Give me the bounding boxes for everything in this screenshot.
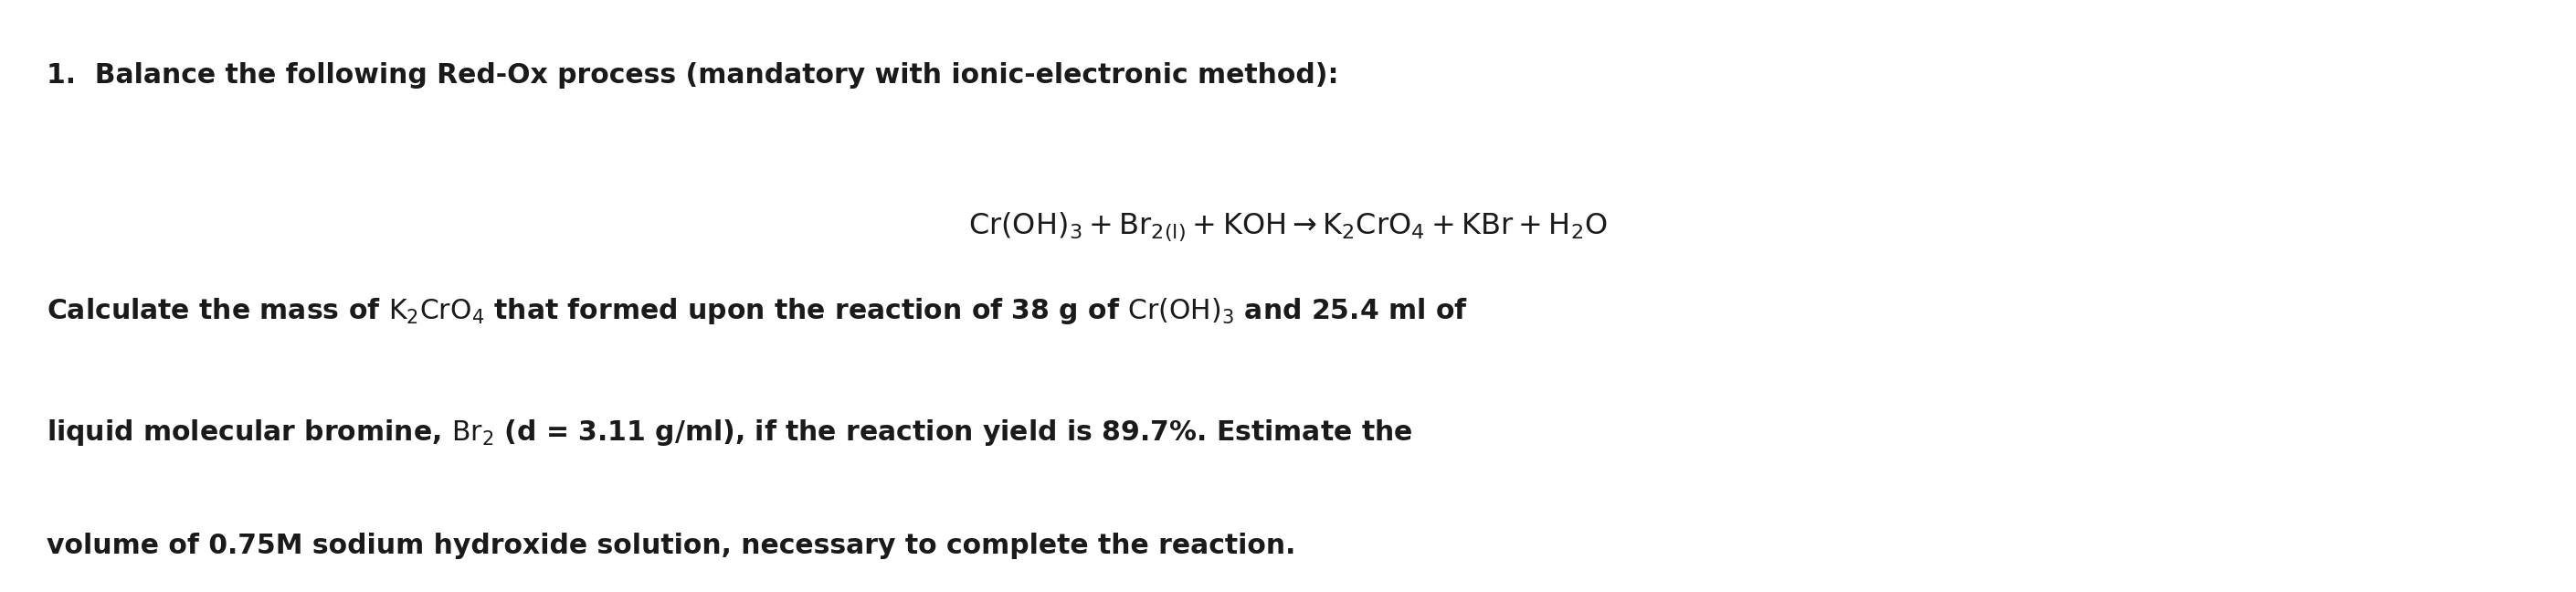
Text: liquid molecular bromine, $\mathrm{Br_2}$ (d = 3.11 g/ml), if the reaction yield: liquid molecular bromine, $\mathrm{Br_2}… bbox=[46, 417, 1412, 448]
Text: Calculate the mass of $\mathrm{K_2CrO_4}$ that formed upon the reaction of 38 g : Calculate the mass of $\mathrm{K_2CrO_4}… bbox=[46, 296, 1468, 326]
Text: $\mathrm{Cr(OH)_3 + Br_{2(l)} + KOH \rightarrow K_2CrO_4 + KBr + H_2O}$: $\mathrm{Cr(OH)_3 + Br_{2(l)} + KOH \rig… bbox=[969, 210, 1607, 243]
Text: 1.  Balance the following Red-Ox process (mandatory with ionic-electronic method: 1. Balance the following Red-Ox process … bbox=[46, 62, 1340, 89]
Text: volume of 0.75M sodium hydroxide solution, necessary to complete the reaction.: volume of 0.75M sodium hydroxide solutio… bbox=[46, 533, 1296, 559]
